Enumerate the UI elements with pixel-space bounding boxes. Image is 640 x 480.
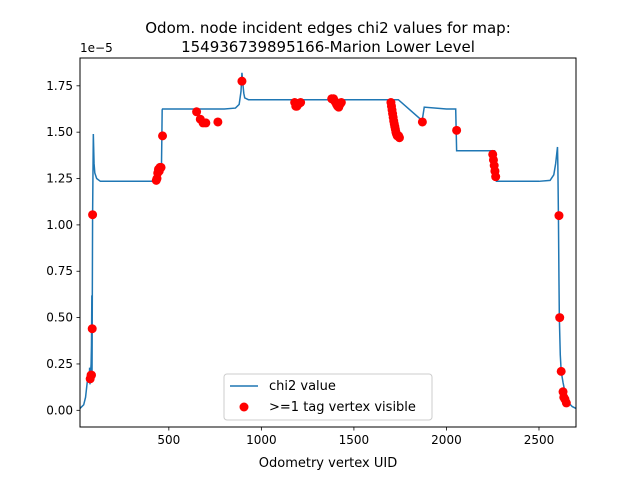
- chart-title-line-2: 154936739895166-Marion Lower Level: [181, 38, 475, 56]
- scatter-point: [201, 118, 211, 128]
- x-tick-label: 1500: [339, 433, 370, 447]
- scatter-point: [491, 172, 501, 182]
- x-tick-label: 2000: [431, 433, 462, 447]
- scatter-point: [555, 313, 565, 323]
- x-tick-label: 1000: [246, 433, 277, 447]
- legend-marker-swatch: [239, 402, 249, 412]
- y-tick-label: 0.00: [46, 403, 73, 417]
- line-series-layer: [80, 72, 576, 410]
- y-tick-label: 1.50: [46, 125, 73, 139]
- scatter-point: [86, 370, 96, 380]
- plot-frame: [79, 57, 577, 428]
- scatter-point: [554, 211, 564, 221]
- scatter-series-layer: [85, 76, 571, 408]
- y-tick-label: 1.75: [46, 79, 73, 93]
- legend-label-chi2: chi2 value: [269, 379, 336, 394]
- scatter-point: [213, 117, 223, 127]
- y-axis-ticks: 0.00 0.25 0.50 0.75 1.00 1.25 1.50 1.75: [46, 79, 80, 417]
- y-tick-label: 1.25: [46, 172, 73, 186]
- chart-title-line-1: Odom. node incident edges chi2 values fo…: [145, 19, 511, 37]
- scatter-point: [417, 117, 427, 127]
- scatter-point: [452, 125, 462, 135]
- legend: chi2 value >=1 tag vertex visible: [223, 373, 433, 421]
- y-tick-label: 0.25: [46, 357, 73, 371]
- y-tick-label: 0.50: [46, 311, 73, 325]
- y-tick-label: 1.00: [46, 218, 73, 232]
- y-tick-label: 0.75: [46, 264, 73, 278]
- legend-label-tag-visible: >=1 tag vertex visible: [269, 400, 416, 415]
- scatter-point: [394, 133, 404, 143]
- scatter-point: [88, 210, 98, 220]
- chi2-value-line: [80, 72, 576, 410]
- x-tick-label: 2500: [524, 433, 555, 447]
- scatter-point: [561, 398, 571, 408]
- scatter-point: [156, 162, 166, 172]
- legend-box: [223, 373, 433, 421]
- scatter-point: [158, 131, 168, 141]
- scatter-point: [237, 76, 247, 86]
- y-offset-label: 1e−5: [80, 41, 113, 55]
- scatter-point: [296, 98, 306, 107]
- scatter-point: [336, 98, 346, 107]
- scatter-point: [556, 366, 566, 376]
- scatter-point: [87, 324, 97, 334]
- x-axis-ticks: 500 1000 1500 2000 2500: [157, 427, 554, 447]
- scatter-point: [192, 107, 202, 117]
- x-tick-label: 500: [157, 433, 180, 447]
- x-axis-label: Odometry vertex UID: [259, 456, 397, 471]
